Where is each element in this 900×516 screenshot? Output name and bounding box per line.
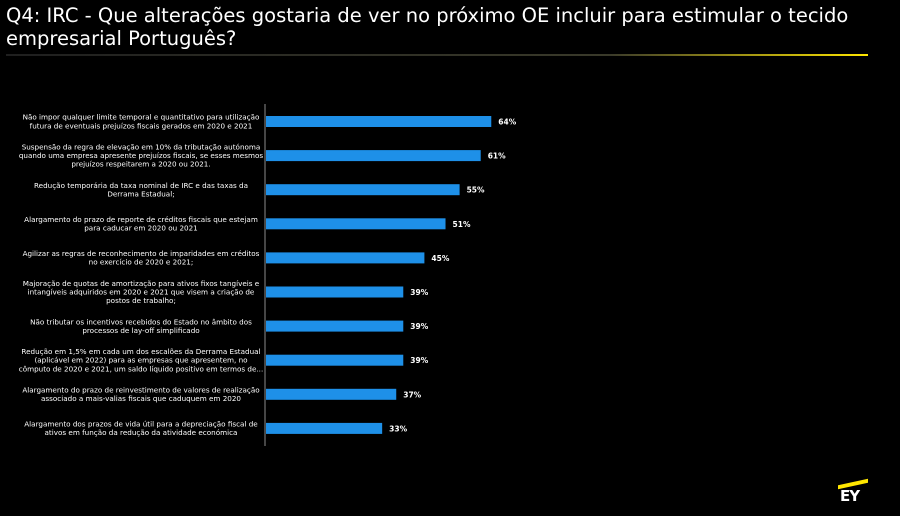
category-label-3: Alargamento do prazo de reporte de crédi… bbox=[24, 215, 258, 233]
category-label-0: Não impor qualquer limite temporal e qua… bbox=[23, 113, 260, 131]
title-divider bbox=[6, 54, 868, 56]
category-label-2: Redução temporária da taxa nominal de IR… bbox=[34, 181, 248, 199]
bar-2 bbox=[266, 184, 460, 196]
value-label-8: 37% bbox=[403, 390, 421, 399]
category-label-line: quando uma empresa apresente prejuízos f… bbox=[19, 151, 263, 160]
category-label-6: Não tributar os incentivos recebidos do … bbox=[30, 317, 252, 335]
category-label-line: Alargamento do prazo de reporte de crédi… bbox=[24, 215, 258, 224]
value-label-9: 33% bbox=[389, 424, 407, 433]
category-label-5: Majoração de quotas de amortização para … bbox=[23, 279, 260, 305]
bar-9 bbox=[266, 422, 383, 434]
bar-3 bbox=[266, 218, 446, 230]
bar-4 bbox=[266, 252, 425, 264]
category-label-line: Suspensão da regra de elevação em 10% da… bbox=[22, 143, 261, 152]
category-label-line: Majoração de quotas de amortização para … bbox=[23, 279, 260, 288]
category-label-line: ativos em função da redução da atividade… bbox=[45, 428, 238, 437]
bar-7 bbox=[266, 354, 404, 366]
bars-group: 64% Não impor qualquer limite temporal e … bbox=[19, 113, 517, 438]
category-label-line: associado a mais-valias fiscais que cadu… bbox=[41, 394, 241, 403]
value-label-1: 61% bbox=[488, 152, 506, 161]
category-label-line: processos de lay-off simplificado bbox=[82, 326, 199, 335]
category-label-line: cômputo de 2020 e 2021, um saldo líquido… bbox=[19, 364, 263, 373]
value-label-5: 39% bbox=[410, 288, 428, 297]
category-label-line: no exercício de 2020 e 2021; bbox=[89, 258, 194, 267]
category-label-4: Agilizar as regras de reconhecimento de … bbox=[23, 249, 260, 267]
category-label-line: intangíveis adquiridos em 2020 e 2021 qu… bbox=[28, 288, 255, 297]
value-label-4: 45% bbox=[431, 254, 449, 263]
value-label-6: 39% bbox=[410, 322, 428, 331]
value-label-3: 51% bbox=[453, 220, 471, 229]
category-label-line: postos de trabalho; bbox=[106, 296, 176, 305]
logo-text: EY bbox=[840, 487, 860, 505]
category-label-1: Suspensão da regra de elevação em 10% da… bbox=[19, 143, 263, 169]
category-label-line: Redução em 1,5% em cada um dos escalões … bbox=[21, 347, 260, 356]
category-label-line: prejuízos respeitarem a 2020 ou 2021. bbox=[71, 160, 210, 169]
category-label-line: (aplicável em 2022) para as empresas que… bbox=[34, 356, 247, 365]
value-label-2: 55% bbox=[467, 186, 485, 195]
value-label-7: 39% bbox=[410, 356, 428, 365]
category-label-line: Não impor qualquer limite temporal e qua… bbox=[23, 113, 260, 122]
category-label-line: Derrama Estadual; bbox=[107, 190, 174, 199]
bar-8 bbox=[266, 388, 397, 400]
category-label-7: Redução em 1,5% em cada um dos escalões … bbox=[19, 347, 263, 373]
category-label-line: Agilizar as regras de reconhecimento de … bbox=[23, 249, 260, 258]
ey-logo: EY bbox=[836, 478, 870, 506]
category-label-line: Alargamento dos prazos de vida útil para… bbox=[24, 420, 258, 429]
category-label-9: Alargamento dos prazos de vida útil para… bbox=[24, 420, 258, 438]
bar-1 bbox=[266, 150, 481, 162]
category-label-line: futura de eventuais prejuízos fiscais ge… bbox=[30, 121, 253, 130]
category-label-line: Redução temporária da taxa nominal de IR… bbox=[34, 181, 248, 190]
chart-title: Q4: IRC - Que alterações gostaria de ver… bbox=[6, 4, 849, 50]
bar-0 bbox=[266, 116, 492, 127]
category-label-8: Alargamento do prazo de reinvestimento d… bbox=[22, 386, 259, 404]
category-label-line: para caducar em 2020 ou 2021 bbox=[84, 224, 198, 233]
category-label-line: Alargamento do prazo de reinvestimento d… bbox=[22, 386, 259, 395]
category-label-line: Não tributar os incentivos recebidos do … bbox=[30, 317, 252, 326]
bar-6 bbox=[266, 320, 404, 332]
value-label-0: 64% bbox=[498, 118, 516, 127]
bar-5 bbox=[266, 286, 404, 298]
